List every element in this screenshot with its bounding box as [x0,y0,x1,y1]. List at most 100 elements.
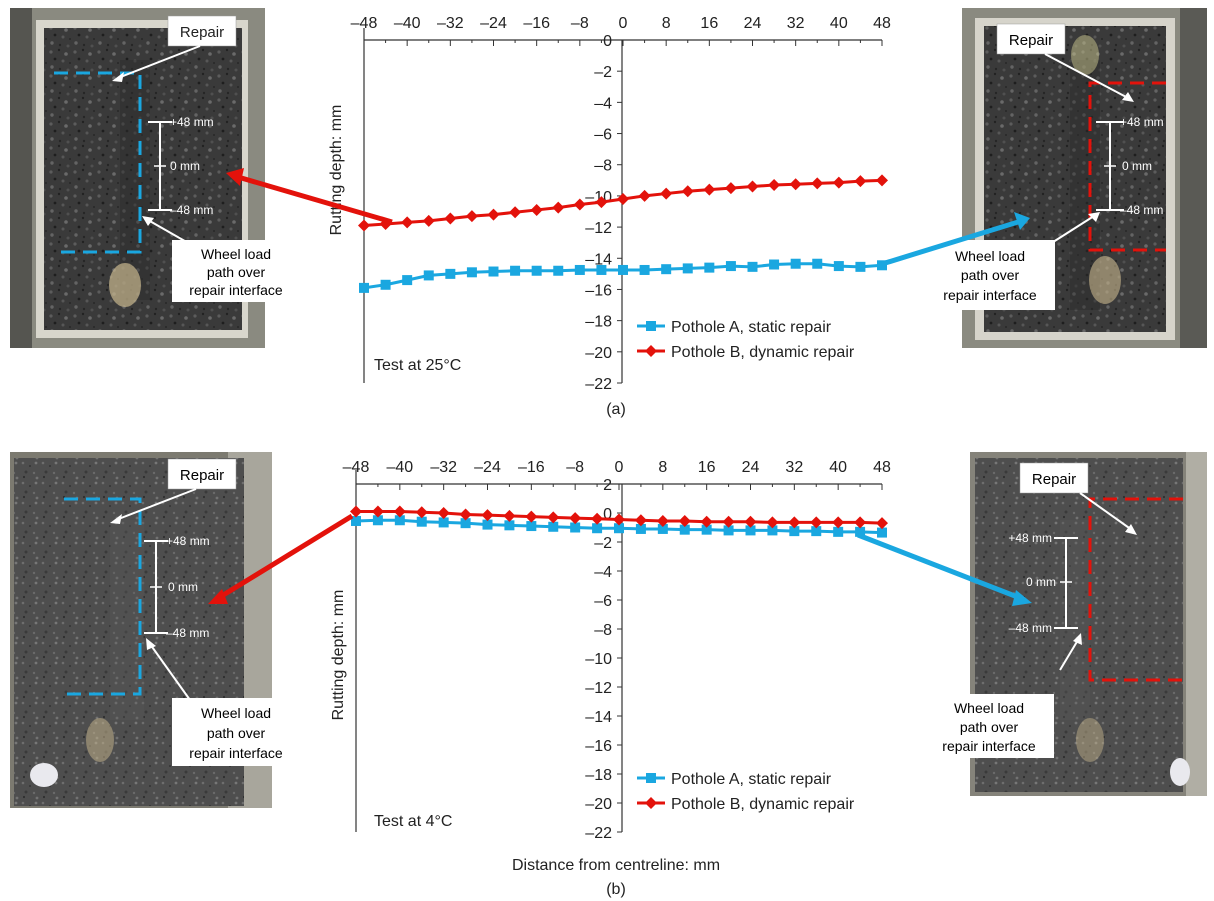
series-0-point [510,265,521,276]
repair-outline [54,71,142,254]
x-tick-label: 32 [785,459,803,476]
arrow-a-blue-head [1014,212,1030,230]
series-0-point [488,266,499,277]
series-0-point [574,264,585,275]
x-tick-label: 0 [615,459,624,476]
series-1-point [350,505,362,518]
photo-a-left: +48 mm 0 mm –48 mm Repair Wheel load pat… [10,8,300,348]
series-0-point [745,525,756,536]
chart-panel-a: –48 –40 –32 –24 –16 –8 0 8 16 24 32 40 48 0 –2 –4 –6 –8 –1… [328,15,891,418]
series-0-point [661,264,672,275]
series-1-point [789,178,802,191]
legend-label: Pothole A, static repair [671,771,832,788]
series-0-point [526,521,537,532]
y-tick-label: –6 [594,127,612,144]
series-0-point [548,521,559,532]
series-0-point [553,265,564,276]
series-0-point [833,526,844,537]
series-1-point [700,515,713,528]
arrow-b-red [218,513,354,600]
series-0-point [466,267,477,278]
wheel-callout-1: Wheel load [201,246,271,262]
series-0-point [833,261,844,272]
series-1-point [358,219,370,232]
series-1-point [638,189,651,202]
zero-label: 0 mm [168,580,198,594]
series-1-point [525,510,538,523]
series-0-point [725,261,736,272]
series-0-point [855,261,866,272]
legend-marker [645,345,657,357]
series-0-point [460,518,471,529]
y-tick-label: –14 [585,251,612,268]
series-0-point [531,265,542,276]
series-1-point [503,509,516,522]
series-1-point [444,212,457,225]
y-tick-label: –2 [594,64,612,81]
minus-48-label: –48 mm [166,626,209,640]
arrow-b-red-head [208,589,228,604]
series-1-point [573,198,586,211]
repair-outline [1088,81,1166,252]
x-tick-label: 16 [700,15,718,32]
series-1-point [509,206,522,219]
pointer-arrows [208,168,1032,606]
series-0-point [570,522,581,533]
series-0-point [769,259,780,270]
legend-marker [646,773,656,783]
zero-label: 0 mm [1122,159,1152,173]
series-0-point [416,516,427,527]
y-tick-label: 0 [603,506,612,523]
x-tick-label: –8 [571,15,589,32]
arrow-b-blue [857,532,1021,601]
series-1-point [459,508,472,521]
wheel-callout-2: path over [207,264,266,280]
series-0-point [789,526,800,537]
repair-callout: Repair [180,467,224,484]
series-1-point [854,175,867,188]
series-1-point [768,178,781,191]
y-tick-label: –8 [594,158,612,175]
plus-48-label: +48 mm [166,534,210,548]
series-1-point [530,203,543,216]
minus-48-label: –48 mm [1009,621,1052,635]
x-tick-label: –40 [394,15,421,32]
y-tick-label: –8 [594,622,612,639]
x-tick-label: 40 [830,15,848,32]
series-1-point [595,196,608,209]
series-1-point [854,516,867,529]
arrow-a-red [237,174,393,225]
wheel-callout-1: Wheel load [201,705,271,721]
series-1-point [465,210,478,223]
y-tick-label: –20 [585,796,612,813]
series-0-point [767,525,778,536]
repair-outline [1088,497,1183,682]
repair-callout: Repair [1009,32,1053,49]
series-1-point [437,507,450,519]
series-1-point [722,515,735,528]
arrow-b-blue-head [1012,590,1032,606]
y-tick-label: –18 [585,314,612,331]
plus-48-label: +48 mm [1120,115,1164,129]
x-tick-label: –32 [437,15,464,32]
wheel-callout-2: path over [961,267,1020,283]
x-tick-label: 16 [698,459,716,476]
legend-marker [646,321,656,331]
repair-outline [64,497,142,696]
series-1-point [832,516,845,529]
series-0-point [618,264,628,275]
series-0-point [635,523,646,534]
series-1-point [481,509,494,522]
chart-panel-b: –48 –40 –32 –24 –16 –8 0 8 16 24 32 40 4820–2–4–6–8–… [330,459,891,898]
series-0-point [351,515,361,526]
wheel-callout-2: path over [207,725,266,741]
series-1-point [744,515,757,528]
series-1-point [876,174,888,187]
series-0-point [704,262,715,273]
series-0-point [394,515,405,526]
temperature-annotation: Test at 4°C [374,813,452,830]
series-1-point [613,513,625,526]
series-1-point [617,193,629,206]
x-tick-label: –48 [351,15,378,32]
